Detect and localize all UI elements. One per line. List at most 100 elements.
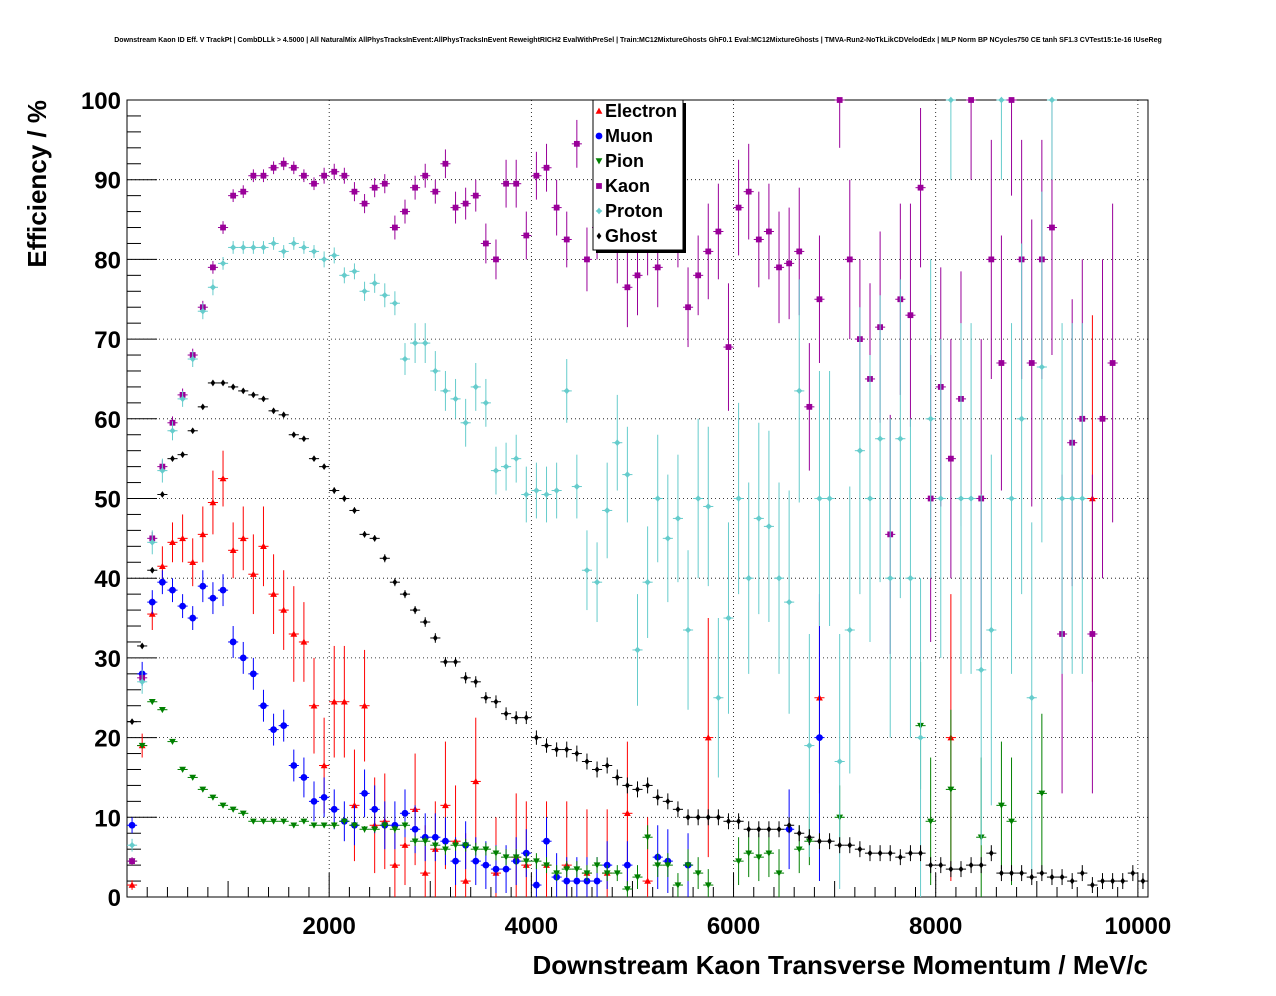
point-marker: [351, 801, 358, 809]
data-point: [207, 279, 218, 296]
data-point: [298, 757, 309, 798]
data-point: [602, 865, 613, 882]
point-marker: [755, 515, 763, 522]
legend-entry-proton: Proton: [595, 201, 663, 221]
data-point: [1097, 259, 1108, 579]
y-tick-label: 10: [94, 805, 121, 832]
point-marker: [412, 184, 418, 191]
x-tick-label: 10000: [1105, 913, 1172, 940]
point-marker: [128, 821, 136, 829]
data-point: [298, 241, 309, 254]
data-point: [197, 570, 208, 603]
legend-label: Proton: [605, 201, 663, 221]
point-marker: [745, 850, 753, 857]
point-marker: [745, 574, 753, 582]
point-marker: [442, 387, 449, 395]
data-point: [228, 522, 239, 579]
point-marker: [401, 841, 409, 848]
point-marker: [381, 180, 388, 187]
point-marker: [361, 826, 368, 833]
data-point: [268, 237, 279, 250]
point-marker: [372, 534, 378, 542]
point-marker: [361, 287, 368, 295]
point-marker: [776, 825, 782, 833]
point-marker: [795, 387, 803, 395]
point-marker: [836, 758, 844, 765]
data-point: [612, 394, 623, 491]
data-point: [541, 143, 552, 192]
point-marker: [917, 734, 924, 741]
point-marker: [817, 837, 822, 845]
point-marker: [200, 403, 206, 411]
data-point: [996, 235, 1007, 491]
y-tick-label: 50: [94, 487, 121, 514]
data-point: [410, 606, 421, 615]
point-marker: [1008, 495, 1015, 502]
y-tick-label: 90: [94, 168, 121, 195]
data-point: [329, 247, 340, 264]
data-point: [895, 849, 906, 866]
point-marker: [371, 826, 379, 833]
point-marker: [310, 797, 318, 805]
point-marker: [947, 96, 955, 104]
point-marker: [169, 538, 176, 546]
point-marker: [169, 427, 176, 435]
data-point: [612, 865, 623, 882]
point-marker: [877, 849, 883, 857]
data-point: [925, 259, 936, 579]
data-point: [319, 777, 330, 818]
point-marker: [674, 882, 682, 889]
point-marker: [756, 825, 762, 833]
data-point: [389, 215, 400, 240]
data-point: [885, 418, 896, 738]
data-point: [632, 781, 643, 798]
point-marker: [239, 810, 247, 817]
data-point: [197, 506, 208, 563]
data-point: [743, 482, 754, 674]
data-point: [501, 849, 512, 866]
data-point: [268, 818, 279, 825]
point-marker: [128, 841, 136, 849]
point-marker: [543, 862, 550, 869]
data-point: [541, 466, 552, 523]
data-point: [228, 189, 239, 203]
data-point: [298, 602, 309, 682]
data-point: [359, 769, 370, 818]
data-point: [470, 676, 481, 688]
point-marker: [675, 805, 681, 813]
legend: Electron Muon Pion Kaon Proton Ghost: [592, 99, 686, 253]
data-point: [915, 578, 926, 897]
point-marker: [523, 232, 530, 239]
data-point: [399, 821, 411, 830]
data-point: [521, 711, 532, 725]
data-point: [1107, 873, 1118, 890]
point-marker: [249, 570, 257, 577]
point-marker: [340, 698, 348, 705]
point-marker: [239, 244, 247, 251]
data-point: [440, 817, 451, 866]
data-point: [359, 649, 370, 762]
data-point: [450, 657, 461, 667]
data-point: [430, 813, 441, 862]
data-point: [177, 514, 188, 563]
data-point: [672, 873, 683, 897]
data-point: [662, 853, 673, 878]
point-marker: [331, 168, 338, 175]
data-point: [632, 865, 643, 890]
data-point: [399, 343, 411, 375]
data-point: [379, 283, 390, 308]
point-marker: [160, 491, 165, 498]
point-marker: [452, 842, 459, 849]
point-marker: [907, 312, 914, 319]
point-marker: [260, 244, 267, 251]
point-marker: [482, 399, 490, 407]
point-marker: [270, 726, 277, 734]
data-point: [359, 194, 370, 214]
data-point: [339, 495, 350, 502]
point-marker: [1028, 694, 1036, 702]
point-marker: [310, 822, 318, 829]
point-marker: [513, 180, 520, 187]
point-marker: [644, 877, 652, 884]
point-marker: [300, 244, 308, 251]
data-point: [531, 151, 542, 200]
